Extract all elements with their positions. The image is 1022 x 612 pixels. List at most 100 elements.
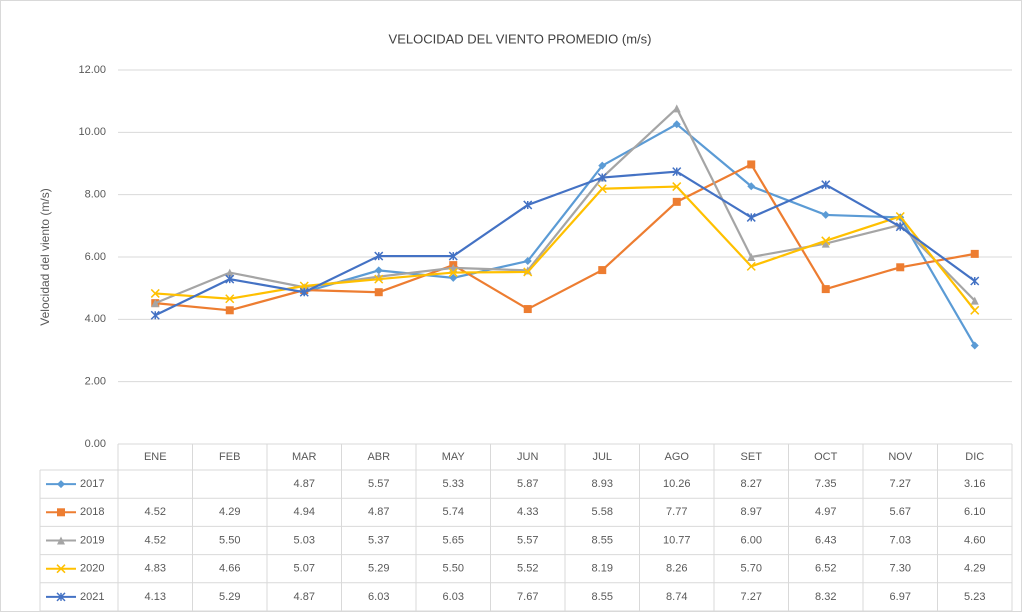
x-tick-label: AGO: [665, 451, 690, 463]
table-cell: 4.52: [145, 506, 166, 518]
table-cell: 8.55: [592, 591, 613, 603]
table-cell: 6.03: [443, 591, 464, 603]
table-cell: 6.10: [964, 506, 985, 518]
marker: [150, 288, 160, 298]
marker: [225, 274, 235, 284]
legend-marker: [56, 564, 66, 574]
legend-marker: [56, 592, 66, 602]
table-cell: 4.87: [294, 591, 315, 603]
marker: [970, 305, 980, 315]
y-tick-label: 0.00: [85, 438, 106, 450]
table-cell: 7.67: [517, 591, 538, 603]
series-line: [154, 170, 976, 317]
x-tick-label: SET: [741, 451, 763, 463]
table-cell: 8.74: [666, 591, 687, 603]
table-cell: 5.23: [964, 591, 985, 603]
table-cell: 4.87: [368, 506, 389, 518]
x-tick-label: MAR: [292, 451, 317, 463]
table-cell: 6.52: [815, 563, 836, 575]
marker: [374, 251, 384, 261]
x-tick-label: MAY: [442, 451, 466, 463]
x-tick-label: NOV: [888, 451, 913, 463]
y-tick-label: 4.00: [85, 313, 106, 325]
table-cell: 7.27: [890, 478, 911, 490]
y-tick-label: 12.00: [78, 64, 106, 76]
y-tick-label: 6.00: [85, 251, 106, 263]
table-cell: 5.50: [443, 563, 464, 575]
table-cell: 7.27: [741, 591, 762, 603]
marker: [374, 266, 383, 275]
table-cell: 8.32: [815, 591, 836, 603]
table-cell: 4.13: [145, 591, 166, 603]
legend-label: 2020: [80, 563, 104, 575]
table-cell: 4.94: [294, 506, 315, 518]
marker: [896, 263, 905, 272]
x-tick-label: JUN: [517, 451, 538, 463]
marker: [672, 120, 681, 129]
marker: [448, 251, 458, 261]
table-cell: 7.30: [890, 563, 911, 575]
table-cell: 6.97: [890, 591, 911, 603]
table-cell: 5.65: [443, 534, 464, 546]
marker: [747, 160, 756, 169]
series-line: [154, 106, 976, 305]
table-cell: 4.29: [964, 563, 985, 575]
marker: [672, 182, 682, 192]
marker: [374, 274, 384, 284]
table-cell: 5.52: [517, 563, 538, 575]
table-cell: 4.52: [145, 534, 166, 546]
table-cell: 7.03: [890, 534, 911, 546]
x-tick-label: FEB: [219, 451, 240, 463]
marker: [895, 222, 905, 232]
marker: [523, 257, 532, 266]
table-cell: 4.60: [964, 534, 985, 546]
table-cell: 5.50: [219, 534, 240, 546]
marker: [598, 161, 607, 170]
table-cell: 4.66: [219, 563, 240, 575]
table-cell: 4.83: [145, 563, 166, 575]
marker: [970, 276, 980, 286]
marker: [970, 296, 979, 305]
y-axis-label: Velocidad del viento (m/s): [38, 188, 52, 325]
table-cell: 8.27: [741, 478, 762, 490]
marker: [672, 167, 682, 177]
table-cell: 5.33: [443, 478, 464, 490]
series-line: [155, 162, 975, 312]
table-cell: 8.55: [592, 534, 613, 546]
marker: [151, 299, 160, 308]
marker: [821, 239, 830, 248]
x-tick-label: ENE: [144, 451, 167, 463]
table-cell: 8.26: [666, 563, 687, 575]
marker: [598, 266, 607, 275]
marker: [225, 294, 235, 304]
x-tick-label: ABR: [367, 451, 390, 463]
marker: [821, 236, 831, 246]
marker: [821, 180, 831, 190]
marker: [597, 184, 607, 194]
series-line: [155, 185, 976, 311]
table-cell: 3.16: [964, 478, 985, 490]
series-line: [303, 122, 976, 347]
table-cell: 10.77: [663, 534, 691, 546]
legend-label: 2018: [80, 506, 104, 518]
marker: [821, 285, 830, 294]
table-cell: 5.57: [368, 478, 389, 490]
table-cell: 5.87: [517, 478, 538, 490]
marker: [523, 305, 532, 314]
marker: [597, 172, 607, 183]
x-tick-label: OCT: [814, 451, 838, 463]
y-tick-label: 2.00: [85, 376, 106, 388]
y-tick-label: 10.00: [78, 126, 106, 138]
table-cell: 5.70: [741, 563, 762, 575]
marker: [225, 306, 234, 315]
table-cell: 6.03: [368, 591, 389, 603]
marker: [672, 197, 681, 206]
marker: [523, 267, 533, 277]
legend-marker: [57, 480, 65, 489]
marker: [150, 310, 160, 320]
table-cell: 5.58: [592, 506, 613, 518]
table-cell: 4.87: [294, 478, 315, 490]
marker: [747, 182, 756, 191]
